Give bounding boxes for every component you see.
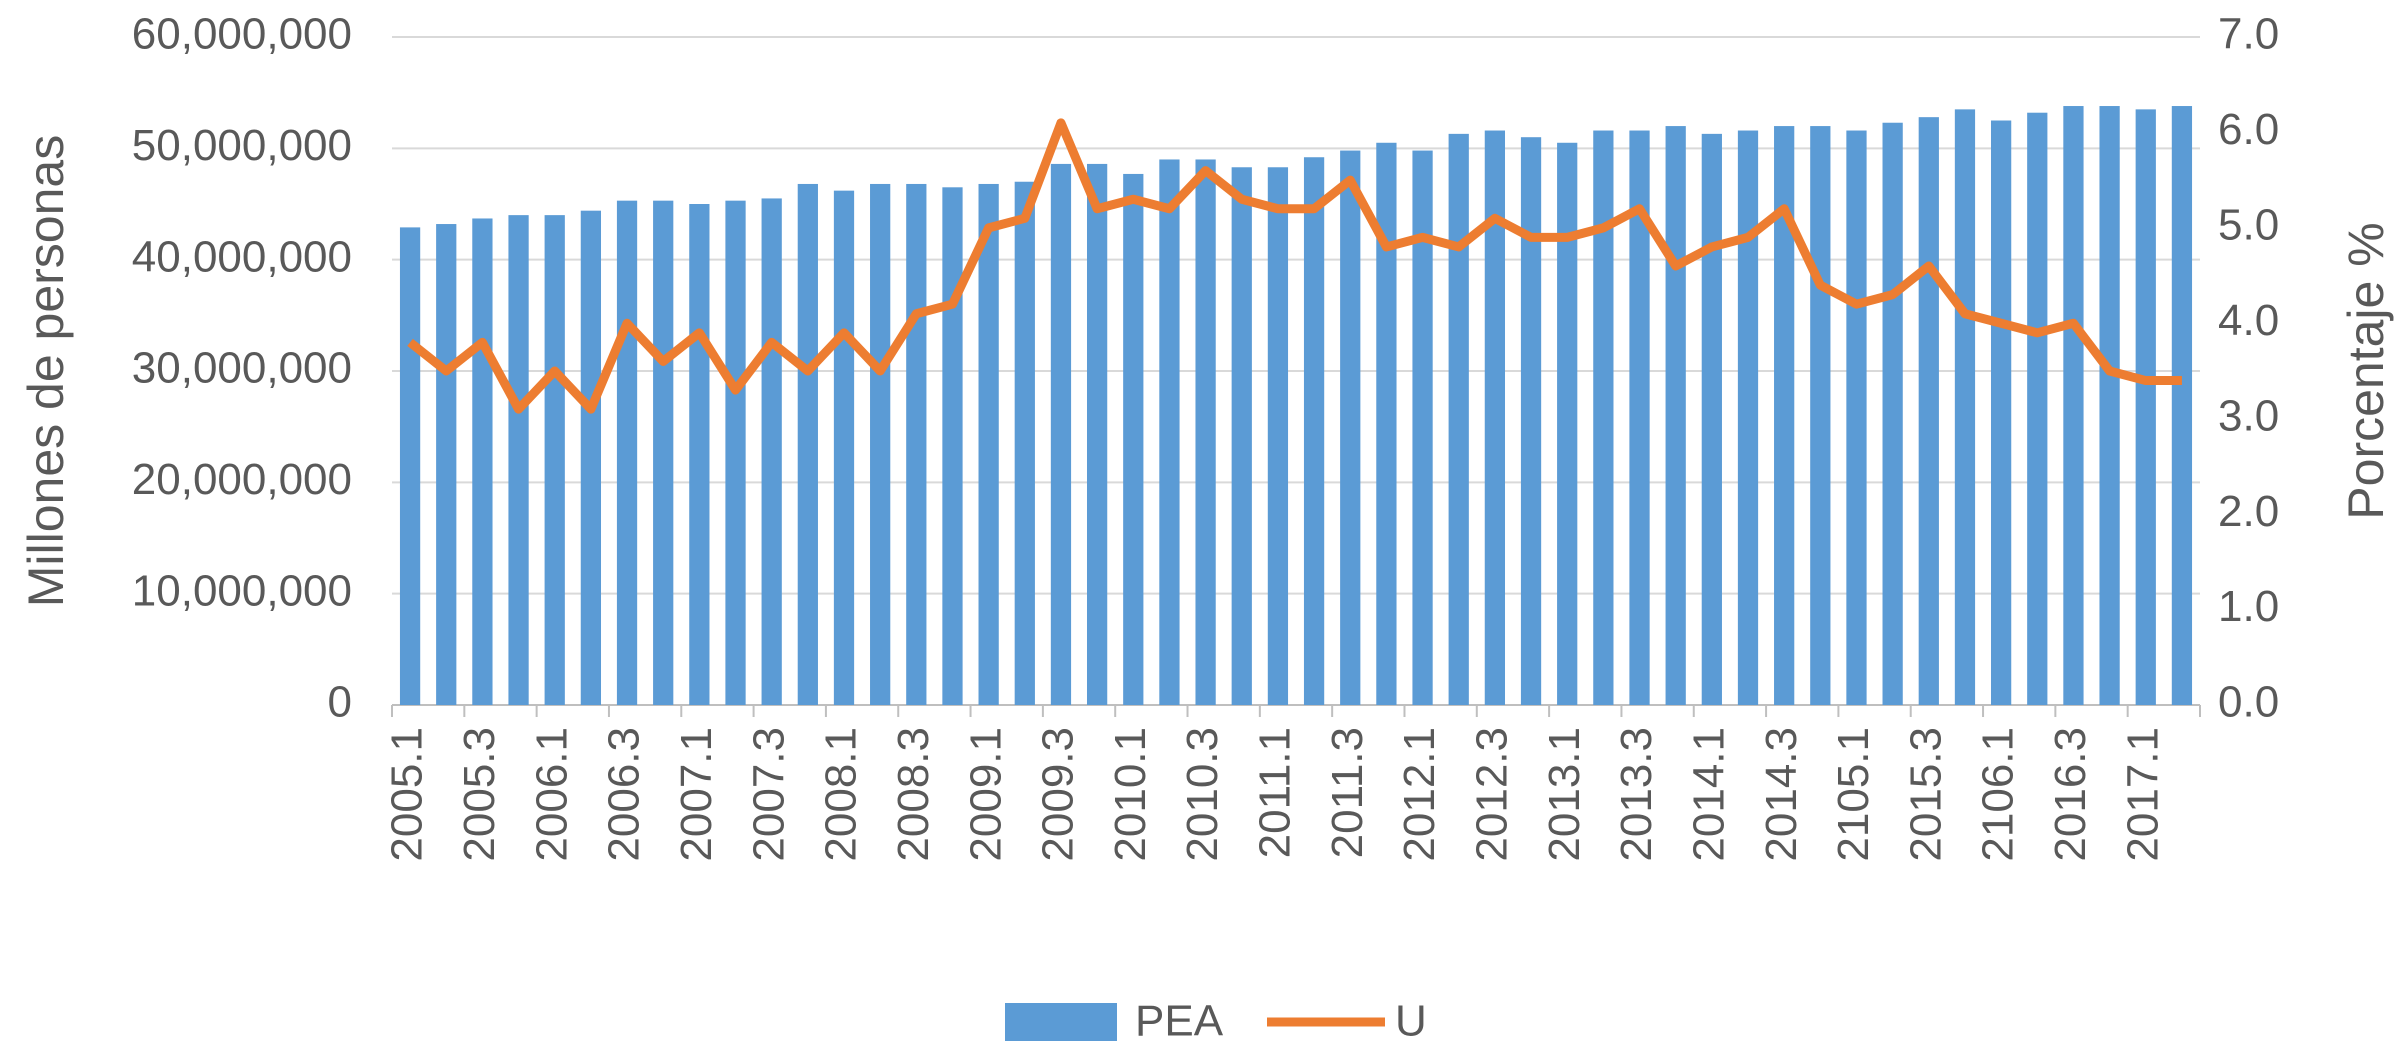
bar: [1990, 120, 2012, 705]
y-tick-label: 60,000,000: [132, 10, 352, 59]
bar: [1412, 150, 1433, 705]
x-tick-label: 2013.1: [1540, 727, 1589, 862]
y-tick-label: 50,000,000: [132, 121, 352, 170]
bar: [544, 215, 565, 705]
bar: [1050, 163, 1072, 706]
bar: [1846, 130, 1867, 705]
bar: [1014, 181, 1035, 705]
bar: [870, 183, 891, 705]
bar: [725, 200, 746, 705]
bar: [1123, 173, 1144, 705]
bar: [1593, 130, 1614, 705]
x-tick-label: 2008.1: [817, 727, 866, 862]
bar: [1484, 130, 1506, 705]
x-tick-label: 2005.1: [383, 727, 432, 862]
x-tick-label: 2011.1: [1251, 727, 1300, 858]
y-axis-title: Millones de personas: [18, 135, 74, 608]
bar: [833, 190, 855, 705]
x-tick-label: 2011.3: [1323, 727, 1372, 858]
legend-label: U: [1395, 997, 1427, 1046]
bar: [508, 215, 529, 705]
bar: [978, 183, 999, 705]
x-tick-label: 2015.3: [1901, 727, 1950, 862]
bar: [1159, 159, 1180, 705]
bar: [2171, 106, 2193, 705]
bar: [761, 198, 782, 705]
bar: [1195, 159, 1216, 705]
bar: [1376, 142, 1397, 705]
y2-tick-label: 7.0: [2218, 10, 2279, 59]
bar: [1629, 130, 1650, 705]
bar: [1231, 167, 1252, 705]
x-tick-label: 2106.1: [1974, 727, 2023, 862]
bar: [1665, 126, 1686, 706]
x-tick-label: 2017.1: [2118, 727, 2167, 862]
bar: [906, 183, 927, 705]
x-tick-label: 2014.3: [1757, 727, 1806, 862]
bar: [942, 187, 963, 706]
bar: [436, 224, 457, 706]
y-tick-label: 10,000,000: [132, 566, 352, 615]
x-tick-label: 2006.3: [600, 727, 649, 862]
bar: [1918, 117, 1939, 705]
x-tick-label: 2007.3: [744, 727, 793, 862]
x-tick-label: 2016.3: [2046, 727, 2095, 862]
bar: [580, 210, 602, 705]
bar: [399, 227, 421, 705]
x-tick-label: 2012.1: [1395, 727, 1444, 862]
y-tick-label: 20,000,000: [132, 455, 352, 504]
bar: [2027, 112, 2048, 705]
bar: [1448, 133, 1469, 706]
y2-tick-label: 2.0: [2218, 487, 2279, 536]
x-tick-label: 2010.1: [1106, 727, 1155, 862]
y2-tick-label: 6.0: [2218, 105, 2279, 154]
x-tick-label: 2010.3: [1178, 727, 1227, 862]
legend-label: PEA: [1135, 997, 1224, 1046]
bar: [2099, 106, 2120, 705]
x-tick-label: 2006.1: [527, 727, 576, 862]
bar: [1086, 163, 1108, 706]
bar: [1810, 126, 1831, 706]
x-tick-label: 2014.1: [1684, 727, 1733, 862]
y-tick-label: 40,000,000: [132, 232, 352, 281]
legend-swatch: [1005, 1003, 1117, 1041]
bar: [1774, 126, 1795, 706]
y-tick-label: 30,000,000: [132, 344, 352, 393]
y2-axis-title: Porcentaje %: [2338, 222, 2394, 519]
bar: [2135, 109, 2156, 705]
x-tick-label: 2008.3: [889, 727, 938, 862]
bar: [797, 183, 818, 705]
x-tick-label: 2013.3: [1612, 727, 1661, 862]
x-tick-label: 2007.1: [672, 727, 721, 862]
x-tick-label: 2012.3: [1468, 727, 1517, 862]
bar: [1701, 133, 1722, 706]
line: [407, 118, 2182, 414]
x-tick-label: 2105.1: [1829, 727, 1878, 862]
bar: [2063, 106, 2084, 705]
bar: [1737, 130, 1759, 705]
bar: [653, 200, 674, 705]
bar: [616, 200, 638, 705]
y2-tick-label: 1.0: [2218, 582, 2279, 631]
bar: [1340, 150, 1361, 705]
bar: [1557, 142, 1578, 705]
bar: [689, 204, 710, 705]
x-tick-label: 2009.3: [1034, 727, 1083, 862]
bar: [1267, 167, 1289, 705]
y2-tick-label: 4.0: [2218, 296, 2279, 345]
bar: [1303, 157, 1325, 706]
bar: [1882, 122, 1903, 705]
bar: [472, 218, 493, 705]
y2-tick-label: 0.0: [2218, 678, 2279, 727]
bar: [1954, 109, 1976, 705]
y2-tick-label: 3.0: [2218, 391, 2279, 440]
y2-tick-label: 5.0: [2218, 200, 2279, 249]
y-tick-label: 0: [328, 678, 352, 727]
bar: [1520, 137, 1542, 705]
x-tick-label: 2005.3: [455, 727, 504, 862]
x-tick-label: 2009.1: [961, 727, 1010, 862]
